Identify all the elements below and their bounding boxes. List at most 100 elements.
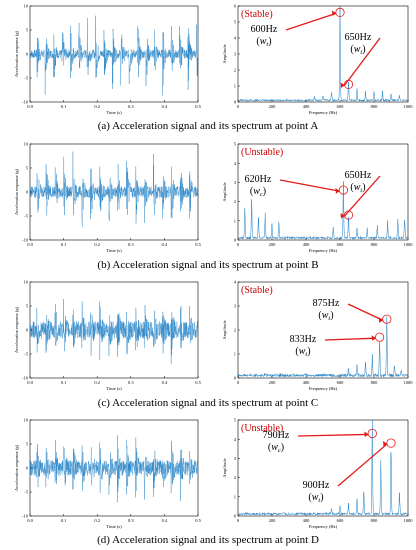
spectrum-plot-a: 0 200 400 600 800 1000 0 1 2 3 4 5 6 Frequency (Hz) Am… — [222, 4, 414, 115]
mode-label: (wt) — [308, 492, 323, 504]
y-tick-label: 10 — [24, 418, 29, 423]
spectrum-series — [237, 419, 409, 517]
y-tick-label: 4 — [234, 280, 237, 285]
annotation-arrowhead — [340, 82, 345, 88]
y-tick-label: -10 — [22, 100, 29, 105]
x-tick-label: 800 — [371, 518, 379, 523]
annotation-arrowhead — [340, 213, 345, 219]
spectrum-plot-b: 0 200 400 600 800 1000 0 1 2 3 4 5 Frequency (Hz) Amp… — [222, 142, 413, 253]
y-tick-label: 3 — [234, 456, 237, 461]
y-tick-label: 1 — [234, 494, 236, 499]
x-axis-label: Time (s) — [106, 524, 122, 529]
y-axis-label: Amplitude — [222, 182, 227, 201]
x-tick-label: 400 — [303, 518, 311, 523]
y-tick-label: 3 — [234, 180, 237, 185]
y-tick-label: 1 — [234, 84, 236, 89]
x-tick-label: 0.5 — [195, 380, 201, 385]
y-tick-label: 0 — [234, 514, 237, 519]
y-tick-label: 5 — [234, 418, 237, 423]
peak-marker-circle — [367, 428, 377, 439]
spectrum-series — [237, 316, 409, 378]
x-tick-label: 0.3 — [128, 104, 134, 109]
stability-label: (Stable) — [241, 285, 273, 296]
peak-frequency-label: 650Hz — [345, 170, 372, 181]
x-tick-label: 400 — [303, 380, 311, 385]
y-tick-label: 5 — [26, 304, 29, 309]
spectrum-series — [237, 181, 409, 240]
plot-frame — [237, 5, 409, 103]
x-tick-label: 0.2 — [94, 242, 100, 247]
y-tick-label: 2 — [234, 328, 236, 333]
mode-label: (wt) — [318, 310, 333, 322]
x-tick-label: 400 — [303, 104, 311, 109]
caption-b: (b) Acceleration signal and its spectrum… — [97, 259, 319, 271]
peak-marker-circle — [382, 314, 392, 324]
x-tick-label: 0.1 — [61, 380, 67, 385]
x-tick-label: 0.2 — [94, 104, 100, 109]
x-tick-label: 800 — [371, 104, 379, 109]
y-tick-label: -10 — [22, 376, 29, 381]
mode-label: (wt) — [256, 36, 271, 48]
annotation-arrowhead — [335, 188, 340, 194]
acceleration-series — [29, 15, 199, 96]
x-tick-label: 800 — [371, 380, 379, 385]
y-axis-label: Amplitude — [222, 320, 227, 339]
y-tick-label: 4 — [234, 36, 237, 41]
y-axis-label: Acceleration response (g) — [14, 30, 19, 77]
y-tick-label: 0 — [234, 238, 237, 243]
x-axis-label: Time (s) — [106, 248, 122, 253]
y-tick-label: 4 — [234, 161, 237, 166]
x-tick-label: 1000 — [404, 104, 414, 109]
y-tick-label: 10 — [24, 280, 29, 285]
y-tick-label: 5 — [234, 20, 237, 25]
annotation-arrow — [343, 37, 381, 86]
x-tick-label: 600 — [337, 380, 345, 385]
y-tick-label: -5 — [24, 490, 28, 495]
x-tick-label: 0.0 — [27, 380, 33, 385]
acceleration-series — [29, 435, 199, 503]
x-tick-label: 600 — [337, 104, 345, 109]
annotation-arrowhead — [378, 317, 384, 323]
y-tick-label: 3 — [234, 304, 237, 309]
mode-label: (wt) — [350, 44, 365, 56]
x-tick-label: 400 — [303, 242, 311, 247]
y-axis-label: Amplitude — [222, 458, 227, 477]
acceleration-series — [29, 151, 199, 227]
peak-marker-circle — [375, 332, 385, 342]
y-tick-label: 2 — [234, 475, 236, 480]
y-tick-label: 0 — [26, 52, 29, 57]
x-tick-label: 200 — [269, 242, 277, 247]
plot-frame — [237, 419, 409, 517]
annotation-arrow — [285, 12, 337, 31]
x-tick-label: 0.5 — [195, 518, 201, 523]
x-tick-label: 0.1 — [61, 518, 67, 523]
stability-label: (Stable) — [241, 9, 273, 20]
peak-marker-circle — [386, 438, 396, 448]
x-tick-label: 0.0 — [27, 518, 33, 523]
peak-frequency-label: 900Hz — [303, 480, 330, 491]
y-tick-label: 0 — [234, 100, 237, 105]
x-tick-label: 0.2 — [94, 518, 100, 523]
y-tick-label: -10 — [22, 238, 29, 243]
mode-label: (wt) — [295, 346, 310, 358]
annotation-arrowhead — [383, 441, 388, 447]
y-tick-label: 1 — [234, 352, 236, 357]
x-tick-label: 0 — [237, 242, 240, 247]
x-tick-label: 0.1 — [61, 104, 67, 109]
x-tick-label: 0.3 — [128, 518, 134, 523]
annotation-arrow — [324, 337, 376, 341]
y-tick-label: 5 — [26, 442, 29, 447]
caption-a: (a) Acceleration signal and its spectrum… — [97, 120, 319, 132]
y-tick-label: 0 — [26, 328, 29, 333]
stability-label: (Unstable) — [241, 147, 283, 158]
y-tick-label: 3 — [234, 52, 237, 57]
annotation-arrow — [337, 443, 388, 487]
peak-frequency-label: 875Hz — [313, 298, 340, 309]
x-tick-label: 800 — [371, 242, 379, 247]
x-tick-label: 1000 — [404, 380, 414, 385]
y-tick-label: 5 — [26, 166, 29, 171]
spectrum-plot-d: 0 200 400 600 800 1000 0 1 2 3 4 5 Frequency (Hz) Amp… — [222, 418, 413, 529]
x-tick-label: 0 — [237, 518, 240, 523]
x-tick-label: 200 — [269, 380, 277, 385]
x-axis-label: Frequency (Hz) — [309, 524, 338, 529]
